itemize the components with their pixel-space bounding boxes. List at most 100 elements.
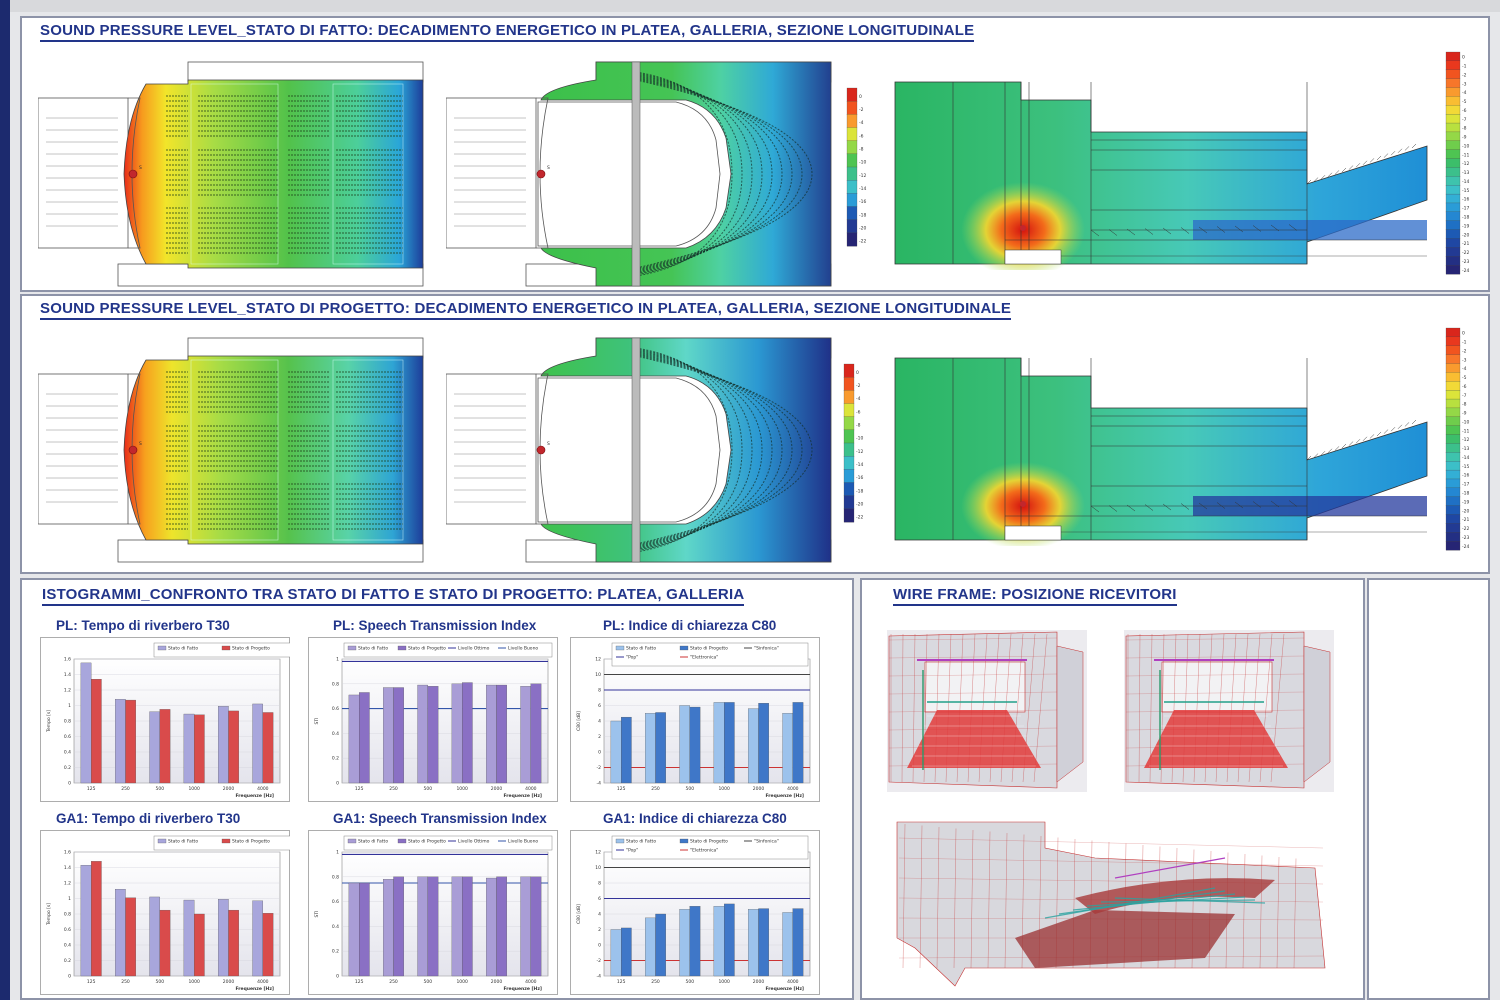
receiver-line — [1114, 897, 1266, 904]
y-tick-label: -4 — [597, 974, 602, 980]
y-tick-label: 0.6 — [64, 734, 71, 740]
bar — [218, 899, 229, 977]
seat-step — [1180, 227, 1190, 234]
colorscale-large-progetto: 0 -1 -2 -3 -4 -5 -6 -7 -8 -9 -10 -11 -12 -13 -14 -15 -16… — [1445, 327, 1469, 551]
upper-wall — [187, 61, 424, 83]
y-tick-label: -4 — [597, 781, 602, 787]
y-tick-label: 0.8 — [332, 681, 339, 687]
y-axis-label: Tempo [s] — [46, 903, 52, 926]
scale-swatch — [1445, 514, 1461, 524]
bar — [782, 713, 793, 784]
y-tick-label: 12 — [595, 657, 601, 663]
section-heatmap-progetto — [894, 357, 1428, 546]
scale-swatch — [1445, 452, 1461, 462]
balcony-step — [1327, 172, 1333, 177]
scale-label: -8 — [856, 423, 861, 429]
scale-swatch — [843, 442, 855, 457]
x-tick-label: 1000 — [718, 979, 730, 985]
bar — [748, 909, 759, 977]
scale-swatch — [1445, 158, 1461, 168]
wire-line — [1125, 673, 1305, 677]
x-tick-label: 2000 — [491, 786, 503, 792]
x-tick-label: 4000 — [257, 786, 269, 792]
y-tick-label: 6 — [598, 703, 601, 709]
scale-swatch — [1445, 478, 1461, 489]
stage-outline — [38, 97, 129, 249]
y-axis-label: Tempo [s] — [46, 710, 52, 733]
scale-swatch — [1445, 398, 1461, 409]
scale-swatch — [1445, 461, 1461, 471]
scale-swatch — [1445, 443, 1461, 453]
bar — [724, 702, 735, 784]
bar — [748, 708, 759, 784]
wire-side — [1303, 645, 1331, 783]
bar — [427, 686, 439, 784]
top-strip — [10, 0, 1500, 12]
scale-label: -23 — [1462, 259, 1469, 265]
scale-label: -3 — [1462, 357, 1467, 363]
scale-label: -20 — [856, 502, 863, 508]
bar — [655, 712, 666, 784]
stage-outline — [38, 373, 129, 525]
x-tick-label: 250 — [651, 786, 660, 792]
source-marker — [1020, 501, 1026, 507]
y-tick-label: 0 — [336, 974, 339, 980]
scale-swatch — [1445, 336, 1461, 347]
balcony-step — [1362, 436, 1368, 441]
scale-label: -18 — [1462, 215, 1469, 221]
y-tick-label: 0.2 — [64, 765, 71, 771]
scale-swatch — [1445, 176, 1461, 186]
bar — [183, 713, 195, 784]
bar — [252, 900, 263, 977]
platea-area — [123, 355, 424, 545]
y-tick-label: 8 — [598, 688, 601, 694]
legend-label: Stato di Fatto — [358, 646, 388, 652]
bar — [496, 876, 507, 977]
bar — [383, 687, 394, 784]
scale-label: -14 — [859, 186, 866, 192]
scale-swatch — [1445, 327, 1461, 338]
x-axis-label: Frequenze [Hz] — [766, 793, 804, 799]
colorscale-small-fatto: 0 -2 -4 -6 -8 -10 -12 -14 -16 -18 -20 -22 — [846, 87, 866, 247]
scale-label: -1 — [1462, 340, 1467, 346]
legend-label: Stato di Fatto — [168, 839, 198, 845]
bar — [530, 876, 542, 977]
scale-label: -18 — [856, 488, 863, 494]
legend-label: Livello Buono — [508, 839, 538, 845]
y-tick-label: 0.4 — [64, 943, 71, 949]
x-tick-label: 500 — [686, 979, 695, 985]
stage-outline — [446, 373, 537, 525]
scale-swatch — [843, 456, 855, 470]
scale-label: -6 — [856, 409, 861, 415]
bar — [393, 876, 404, 977]
scale-swatch — [846, 206, 858, 221]
scale-swatch — [843, 508, 855, 523]
scale-swatch — [1445, 256, 1461, 266]
bar — [417, 876, 428, 977]
galleria-area — [540, 61, 832, 287]
wire-line — [1276, 856, 1280, 969]
seat-step — [1090, 229, 1100, 237]
scale-label: -6 — [1462, 108, 1467, 114]
y-tick-label: 0 — [598, 943, 601, 949]
balcony-step — [1306, 455, 1312, 461]
scale-swatch — [846, 166, 858, 181]
scale-label: -10 — [859, 160, 866, 166]
wire-side — [1056, 645, 1084, 783]
scale-label: -11 — [1462, 152, 1469, 158]
scale-label: -17 — [1462, 482, 1469, 488]
section-title-istogrammi: ISTOGRAMMI_CONFRONTO TRA STATO DI FATTO … — [42, 586, 745, 606]
x-tick-label: 125 — [355, 786, 364, 792]
y-tick-label: 0.8 — [64, 912, 71, 918]
y-tick-label: 10 — [595, 865, 601, 871]
aisle-line — [190, 359, 279, 541]
legend-swatch — [221, 645, 231, 651]
plot-area — [341, 851, 549, 977]
bar — [149, 711, 160, 784]
seat-step — [1270, 224, 1280, 232]
bar — [655, 913, 666, 977]
y-tick-label: 0 — [68, 974, 71, 980]
y-tick-label: 10 — [595, 672, 601, 678]
scale-swatch — [1445, 354, 1461, 364]
bar — [427, 876, 439, 977]
